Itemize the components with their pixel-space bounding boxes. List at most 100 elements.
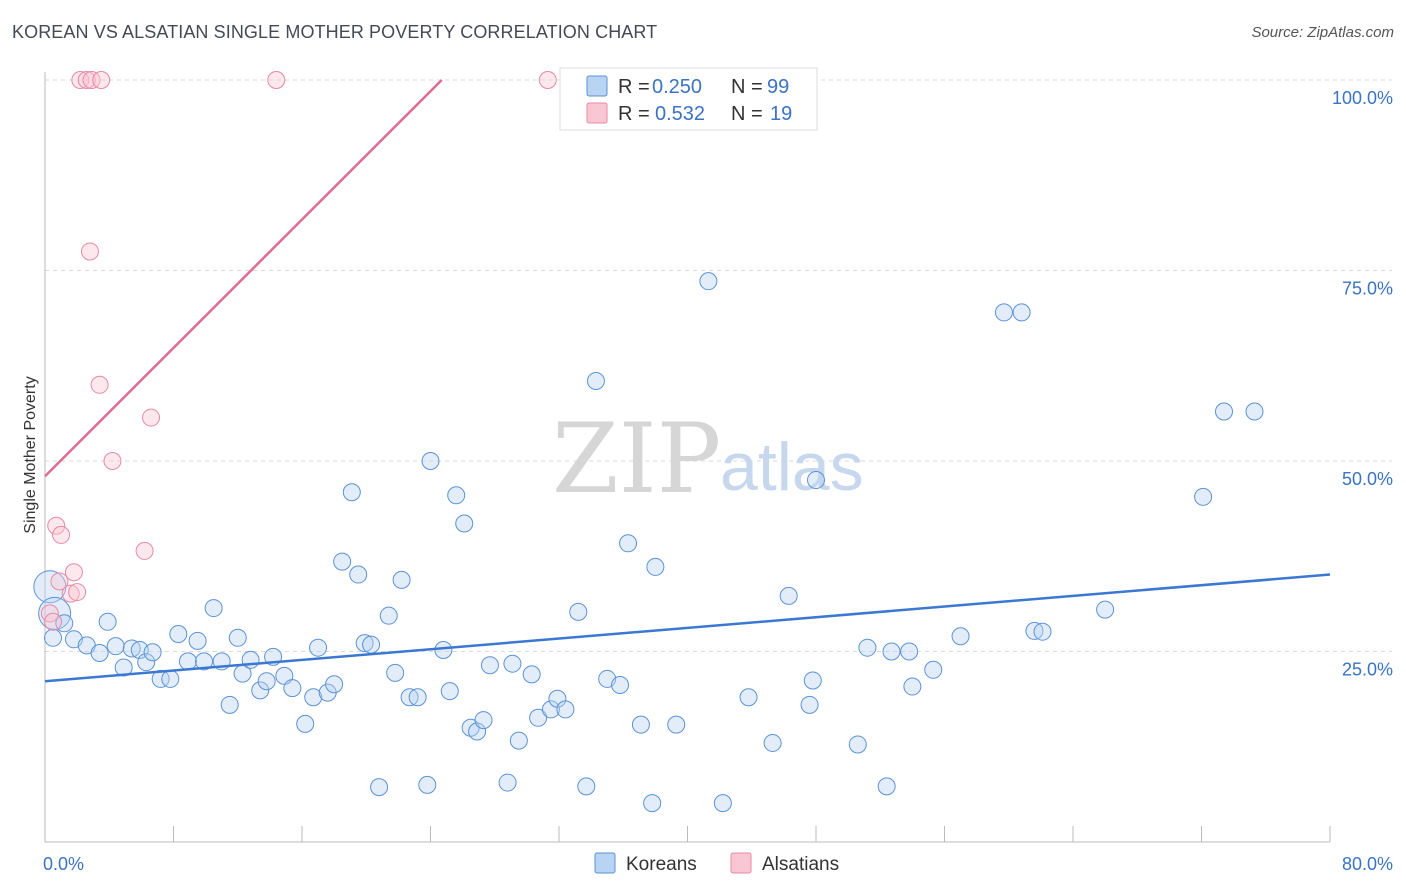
korean-point [1033, 622, 1052, 641]
korean-point [98, 612, 117, 631]
korean-point [283, 679, 302, 698]
korean-point [342, 483, 361, 502]
korean-point [803, 671, 822, 690]
korean-point [296, 714, 315, 733]
korean-point [480, 656, 499, 675]
alsatian-point [44, 612, 63, 631]
bottom-legend: Koreans Alsatians [594, 852, 839, 875]
axes [44, 72, 1331, 843]
bottom-legend-swatch-alsatians [730, 852, 752, 874]
x-tick-labels: 0.0% 80.0% [43, 854, 1393, 874]
korean-point [503, 654, 522, 673]
koreans-trend-line [44, 573, 1331, 683]
korean-point [522, 665, 541, 684]
y-tick-label: 25.0% [1342, 660, 1393, 680]
bottom-legend-swatch-koreans [594, 852, 616, 874]
alsatians-points [40, 71, 557, 631]
korean-point [1012, 303, 1031, 322]
alsatian-point [77, 71, 96, 89]
korean-point [924, 660, 943, 679]
korean-point [1214, 402, 1233, 421]
korean-point [643, 794, 662, 813]
y-tick-label: 75.0% [1342, 279, 1393, 299]
alsatian-point [90, 375, 109, 394]
grid-lines [45, 79, 1392, 652]
korean-point [447, 486, 466, 505]
y-tick-label: 50.0% [1342, 469, 1393, 489]
korean-point [699, 272, 718, 291]
legend-r-label-koreans: R = [618, 76, 650, 98]
korean-point [951, 627, 970, 646]
korean-point [1194, 487, 1213, 506]
korean-point [309, 638, 328, 657]
legend-n-value-alsatians: 19 [770, 103, 792, 125]
korean-point [188, 631, 207, 650]
korean-point [355, 634, 374, 653]
korean-point [1245, 402, 1264, 421]
alsatian-point [50, 572, 69, 591]
source-label: Source: ZipAtlas.com [1251, 24, 1394, 41]
korean-point [386, 663, 405, 682]
alsatian-point [52, 525, 71, 544]
koreans-points [33, 272, 1264, 813]
korean-point [474, 711, 493, 730]
korean-point [106, 637, 125, 656]
legend-r-value-koreans: 0.250 [652, 76, 702, 98]
alsatian-point [538, 71, 557, 89]
korean-point [251, 681, 270, 700]
legend: R = 0.250 N = 99 R = 0.532 N = 19 [559, 67, 818, 131]
korean-point [44, 628, 63, 647]
y-tick-labels: 25.0% 50.0% 75.0% 100.0% [1332, 88, 1393, 680]
legend-swatch-koreans [586, 75, 608, 97]
legend-swatch-alsatians [586, 102, 608, 124]
legend-n-value-koreans: 99 [767, 76, 789, 98]
y-tick-label: 100.0% [1332, 88, 1393, 108]
korean-point [619, 534, 638, 553]
korean-point [114, 658, 133, 677]
korean-point [370, 778, 389, 797]
korean-point [228, 628, 247, 647]
legend-r-label-alsatians: R = [618, 103, 650, 125]
korean-point [646, 557, 665, 576]
alsatian-point [64, 563, 83, 582]
korean-point [569, 602, 588, 621]
korean-point [509, 731, 528, 750]
korean-point [304, 688, 323, 707]
korean-point [137, 653, 156, 672]
korean-point [362, 635, 381, 654]
korean-point [434, 640, 453, 659]
korean-point [392, 570, 411, 589]
korean-point [541, 700, 560, 719]
korean-point [143, 643, 162, 662]
korean-point [713, 794, 732, 813]
korean-point [877, 777, 896, 796]
watermark: ZIP atlas [552, 403, 864, 515]
korean-point [577, 777, 596, 796]
korean-point [257, 672, 276, 691]
korean-point [349, 565, 368, 584]
x-tick-marks [44, 826, 1331, 842]
alsatian-point [142, 408, 161, 427]
legend-n-label-koreans: N = [731, 76, 763, 98]
korean-point [169, 624, 188, 643]
korean-point [807, 471, 825, 490]
bottom-legend-label-koreans: Koreans [626, 854, 697, 875]
korean-point [204, 599, 223, 618]
korean-point [1096, 600, 1115, 619]
korean-point [455, 514, 474, 533]
korean-point [556, 700, 575, 719]
korean-point [333, 552, 352, 571]
alsatian-point [61, 584, 80, 603]
korean-point [631, 715, 650, 734]
alsatian-point [68, 583, 87, 602]
alsatian-point [103, 452, 122, 470]
alsatian-point [267, 71, 286, 89]
korean-point [440, 682, 459, 701]
y-axis-title: Single Mother Poverty [22, 376, 39, 533]
korean-point [468, 722, 487, 741]
korean-point [421, 452, 440, 470]
trend-lines [44, 79, 1331, 683]
korean-point [529, 708, 548, 727]
korean-point [178, 652, 197, 671]
korean-point [90, 644, 109, 663]
